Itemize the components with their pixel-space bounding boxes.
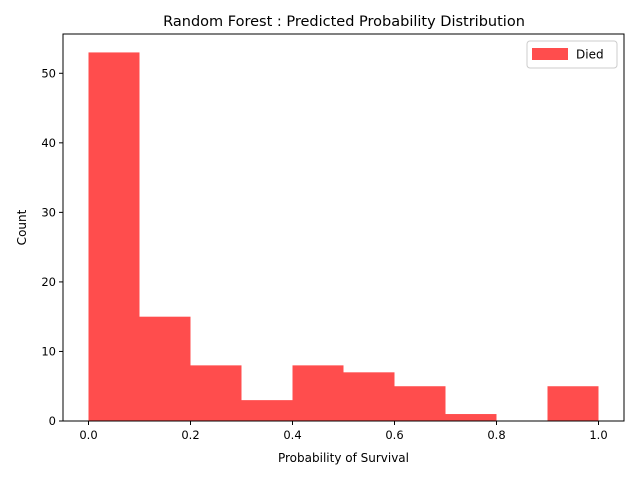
x-axis-ticks: 0.0 0.2 0.4 0.6 0.8 1.0 bbox=[79, 421, 608, 442]
y-axis-ticks: 0 10 20 30 40 50 bbox=[41, 66, 63, 428]
x-tick-label: 0.8 bbox=[487, 428, 505, 442]
x-tick-label: 0.2 bbox=[181, 428, 199, 442]
plot-frame bbox=[62, 33, 625, 422]
legend-swatch bbox=[532, 48, 568, 60]
x-tick-label: 0.6 bbox=[385, 428, 403, 442]
y-tick-label: 0 bbox=[49, 414, 56, 428]
histogram-bar bbox=[394, 386, 446, 421]
histogram-bar bbox=[445, 414, 497, 421]
histogram-bar bbox=[139, 316, 191, 421]
legend: Died bbox=[526, 40, 618, 69]
histogram-bar bbox=[343, 372, 395, 421]
y-tick-label: 30 bbox=[41, 205, 56, 219]
histogram-bar bbox=[88, 52, 140, 422]
x-tick-label: 1.0 bbox=[589, 428, 607, 442]
legend-box bbox=[526, 40, 618, 69]
histogram-bar bbox=[241, 400, 293, 421]
histogram-bar bbox=[292, 365, 344, 421]
legend-label: Died bbox=[576, 48, 604, 62]
y-tick-label: 10 bbox=[41, 344, 56, 358]
y-tick-label: 50 bbox=[41, 66, 56, 80]
bars-group bbox=[88, 52, 599, 422]
histogram-bar bbox=[190, 365, 242, 421]
chart-title: Random Forest : Predicted Probability Di… bbox=[163, 14, 525, 30]
x-tick-label: 0.0 bbox=[79, 428, 97, 442]
y-tick-label: 40 bbox=[41, 136, 56, 150]
x-axis-label: Probability of Survival bbox=[278, 451, 409, 465]
histogram-bar bbox=[547, 386, 599, 421]
y-tick-label: 20 bbox=[41, 275, 56, 289]
y-axis-label: Count bbox=[15, 209, 29, 245]
x-tick-label: 0.4 bbox=[283, 428, 301, 442]
